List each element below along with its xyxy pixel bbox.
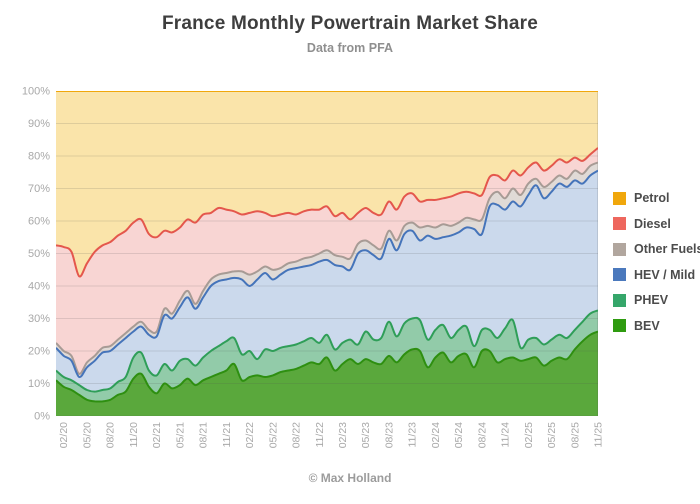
y-axis-label: 20%: [28, 346, 50, 358]
x-axis-label: 11/20: [128, 422, 140, 448]
x-axis-label: 02/24: [430, 422, 442, 448]
x-axis-label: 08/25: [569, 422, 581, 448]
y-axis-label: 40%: [28, 281, 50, 293]
y-axis-label: 90%: [28, 118, 50, 130]
legend-item: BEV: [613, 319, 700, 333]
legend-swatch: [613, 319, 626, 332]
legend: Petrol Diesel Other Fuels HEV / Mild PHEV BEV: [613, 191, 700, 333]
y-axis-label: 100%: [22, 86, 50, 98]
legend-swatch: [613, 191, 626, 205]
x-axis-label: 11/23: [407, 422, 419, 448]
x-axis-label: 08/22: [291, 422, 303, 448]
x-axis-label: 08/23: [383, 422, 395, 448]
y-axis-label: 50%: [28, 248, 50, 260]
legend-item: PHEV: [613, 293, 700, 307]
legend-swatch: [613, 217, 626, 230]
y-axis-label: 60%: [28, 216, 50, 228]
x-axis-label: 05/22: [267, 422, 279, 448]
x-axis-label: 08/20: [105, 422, 117, 448]
y-axis-label: 30%: [28, 313, 50, 325]
y-axis-label: 70%: [28, 183, 50, 195]
x-axis-label: 11/25: [593, 422, 605, 448]
x-axis-label: 02/25: [523, 422, 535, 448]
legend-item: Other Fuels: [613, 242, 700, 256]
x-axis-label: 02/22: [244, 422, 256, 448]
y-axis-label: 10%: [28, 378, 50, 390]
legend-swatch: [613, 242, 626, 256]
credit-text: © Max Holland: [308, 471, 392, 485]
legend-label: Other Fuels: [634, 242, 700, 256]
legend-label: Diesel: [634, 216, 671, 231]
legend-label: BEV: [634, 318, 660, 333]
x-axis-label: 02/23: [337, 422, 349, 448]
x-axis-label: 05/25: [546, 422, 558, 448]
y-axis-label: 80%: [28, 151, 50, 163]
x-axis-label: 08/24: [476, 422, 488, 448]
x-axis-label: 05/23: [360, 422, 372, 448]
x-axis-label: 11/24: [500, 422, 512, 448]
page-title: France Monthly Powertrain Market Share: [161, 13, 539, 34]
page-subtitle: Data from PFA: [306, 41, 394, 55]
legend-label: PHEV: [634, 293, 669, 307]
legend-item: Petrol: [613, 191, 700, 205]
legend-label: HEV / Mild: [634, 267, 696, 282]
x-axis-label: 05/24: [453, 422, 465, 448]
x-axis-label: 11/22: [314, 422, 326, 448]
x-axis-label: 02/20: [58, 422, 70, 448]
x-axis-label: 05/21: [174, 422, 186, 448]
legend-swatch: [613, 293, 626, 307]
legend-item: Diesel: [613, 217, 700, 231]
x-axis-label: 02/21: [151, 422, 163, 448]
y-axis-label: 0%: [34, 411, 50, 423]
x-axis-label: 05/20: [82, 422, 94, 448]
x-axis-label: 08/21: [198, 422, 210, 448]
x-axis-label: 11/21: [221, 422, 233, 448]
legend-label: Petrol: [634, 191, 670, 205]
legend-item: HEV / Mild: [613, 268, 700, 282]
legend-swatch: [613, 268, 626, 281]
